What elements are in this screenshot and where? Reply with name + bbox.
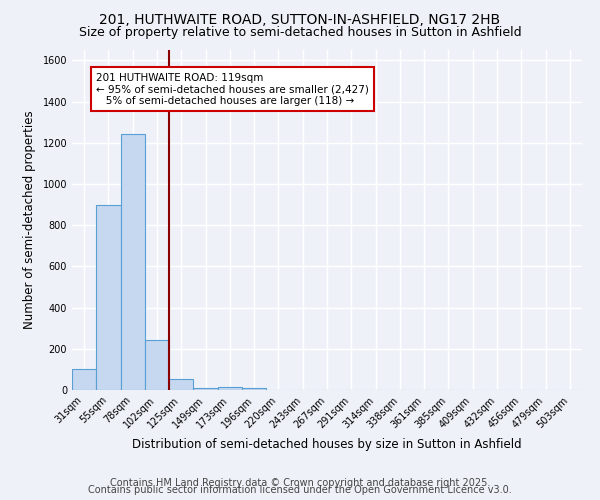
Y-axis label: Number of semi-detached properties: Number of semi-detached properties bbox=[23, 110, 35, 330]
Bar bbox=[218, 387, 242, 390]
Bar bbox=[96, 204, 121, 390]
Bar bbox=[72, 370, 96, 390]
Bar bbox=[145, 340, 169, 390]
Text: Contains public sector information licensed under the Open Government Licence v3: Contains public sector information licen… bbox=[88, 485, 512, 495]
Text: Size of property relative to semi-detached houses in Sutton in Ashfield: Size of property relative to semi-detach… bbox=[79, 26, 521, 39]
Text: 201, HUTHWAITE ROAD, SUTTON-IN-ASHFIELD, NG17 2HB: 201, HUTHWAITE ROAD, SUTTON-IN-ASHFIELD,… bbox=[100, 12, 500, 26]
Bar bbox=[169, 378, 193, 390]
Bar bbox=[242, 388, 266, 390]
Bar bbox=[193, 388, 218, 390]
Text: 201 HUTHWAITE ROAD: 119sqm
← 95% of semi-detached houses are smaller (2,427)
   : 201 HUTHWAITE ROAD: 119sqm ← 95% of semi… bbox=[96, 72, 369, 106]
X-axis label: Distribution of semi-detached houses by size in Sutton in Ashfield: Distribution of semi-detached houses by … bbox=[132, 438, 522, 451]
Bar bbox=[121, 134, 145, 390]
Text: Contains HM Land Registry data © Crown copyright and database right 2025.: Contains HM Land Registry data © Crown c… bbox=[110, 478, 490, 488]
